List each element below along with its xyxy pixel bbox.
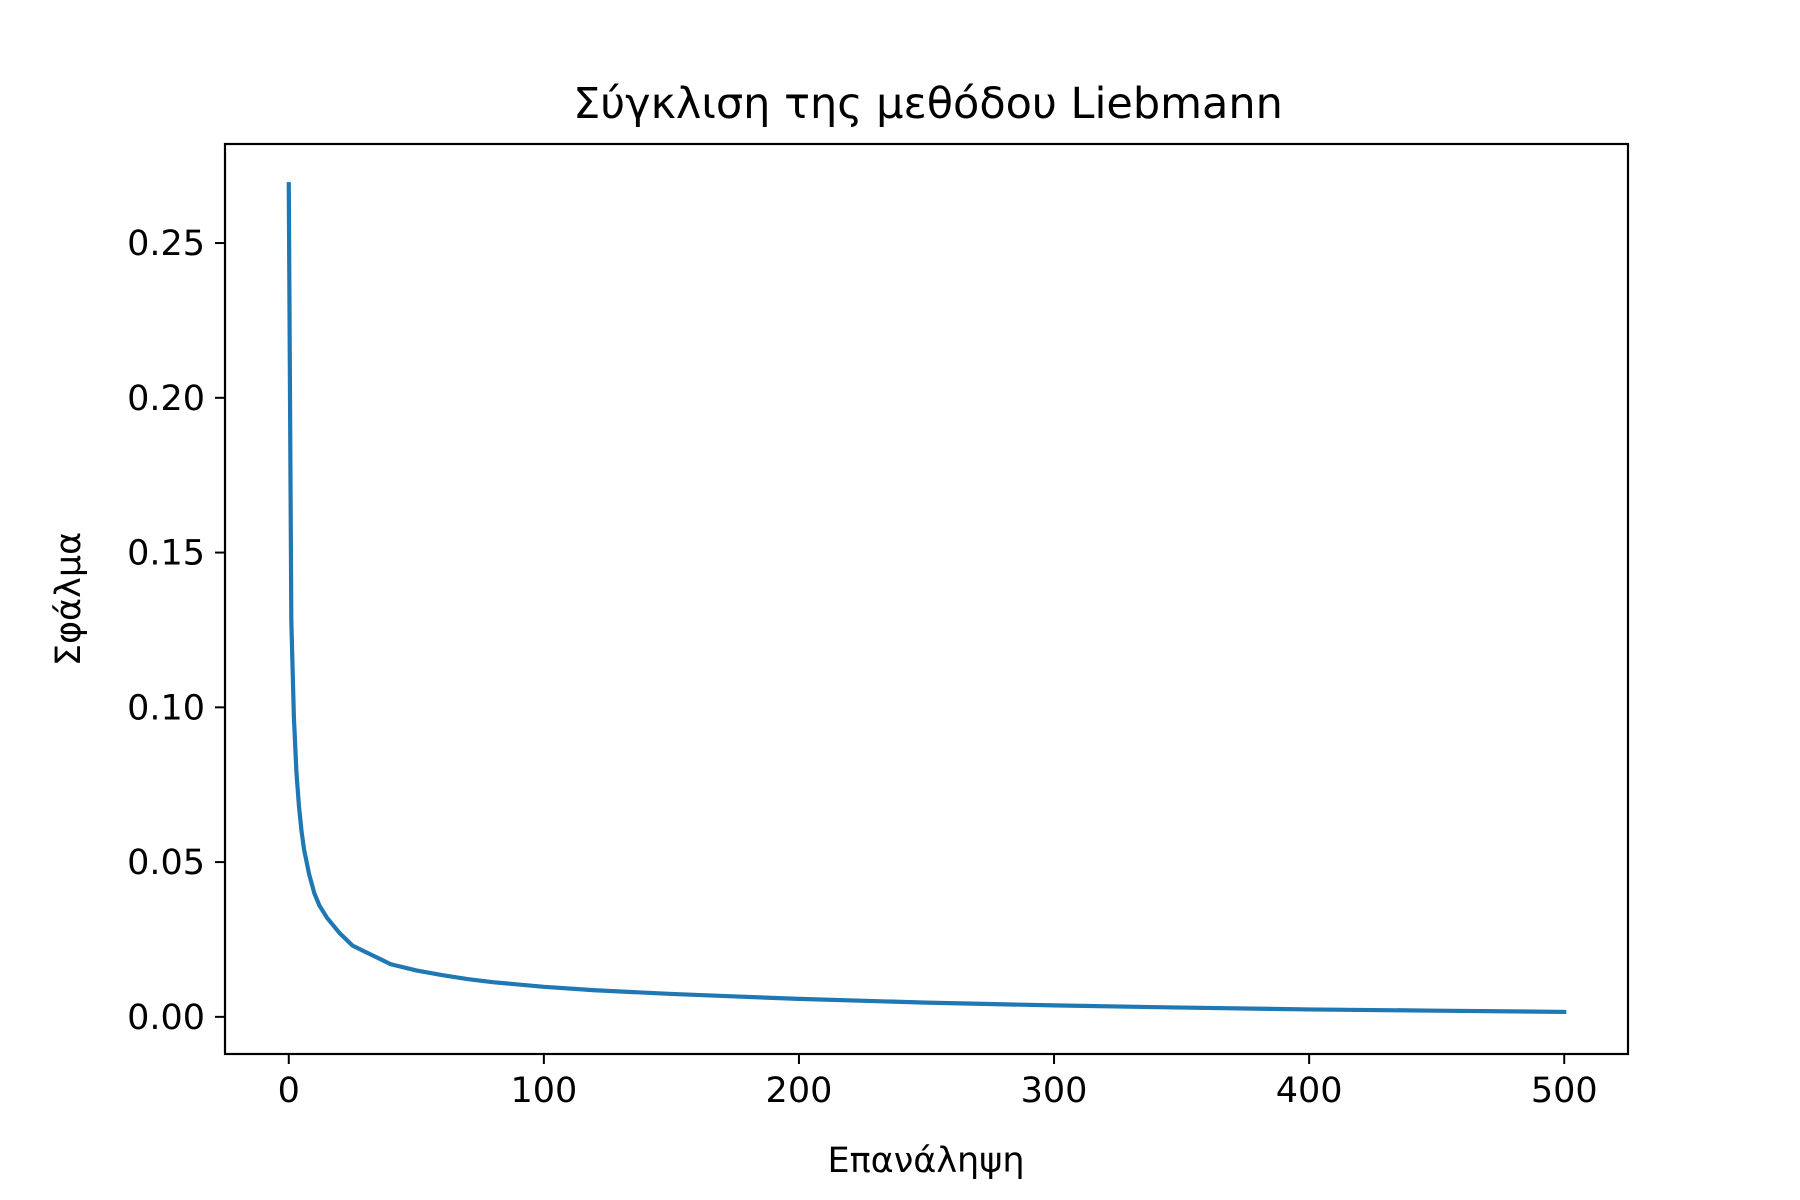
- y-tick-label: 0.25: [127, 224, 205, 264]
- y-axis-label: Σφάλμα: [49, 532, 89, 666]
- x-tick-label: 0: [278, 1071, 300, 1111]
- y-tick-label: 0.20: [127, 379, 205, 419]
- y-tick-label: 0.05: [127, 843, 205, 883]
- x-axis-label: Επανάληψη: [827, 1141, 1024, 1181]
- chart-title: Σύγκλιση της μεθόδου Liebmann: [573, 79, 1283, 129]
- y-tick-label: 0.15: [127, 534, 205, 574]
- y-tick-label: 0.00: [127, 998, 205, 1038]
- axes-frame: [223, 142, 1630, 1056]
- x-tick-label: 100: [510, 1071, 577, 1111]
- y-axis: 0.00 0.05 0.10 0.15 0.20 0.25: [127, 224, 225, 1038]
- x-tick-label: 300: [1021, 1071, 1088, 1111]
- x-axis: 0 100 200 300 400 500: [278, 1054, 1598, 1111]
- y-tick-label: 0.10: [127, 688, 205, 728]
- x-tick-label: 500: [1531, 1071, 1598, 1111]
- series-line-0: [286, 182, 1567, 1015]
- x-tick-label: 200: [766, 1071, 833, 1111]
- plot-area: [286, 182, 1567, 1015]
- x-tick-label: 400: [1276, 1071, 1343, 1111]
